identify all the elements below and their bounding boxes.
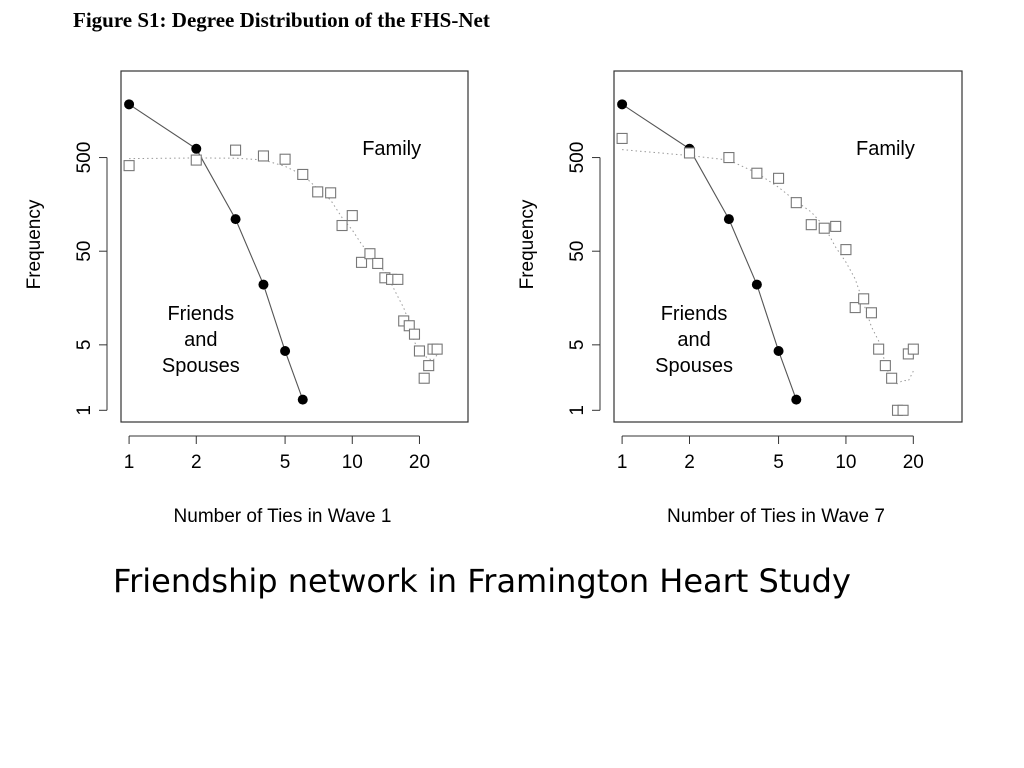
friends-point: [773, 345, 784, 356]
x-tick-label: 20: [409, 452, 430, 473]
family-point: [879, 360, 891, 372]
family-point: [257, 150, 270, 162]
x-tick-label: 2: [191, 452, 202, 473]
family-point: [849, 302, 861, 314]
family-point: [372, 257, 384, 269]
y-tick-label: 5: [567, 340, 588, 351]
friends-point: [617, 99, 628, 110]
family-trend-line: [622, 149, 914, 385]
family-point: [683, 147, 696, 159]
friends-point: [258, 279, 269, 290]
family-point: [325, 187, 337, 199]
family-point: [364, 248, 376, 260]
y-axis-label: Frequency: [24, 199, 45, 289]
y-tick-label: 500: [567, 142, 588, 174]
family-point: [336, 219, 348, 232]
friends-point: [280, 345, 291, 356]
x-tick-label: 10: [835, 452, 856, 473]
plot-frame: [613, 70, 963, 423]
family-point: [907, 343, 919, 355]
family-point: [886, 372, 898, 384]
x-tick-label: 20: [903, 452, 924, 473]
family-point: [858, 293, 870, 305]
wave-1-panel: 1 2 5 10 20 1 5 50 500 Number of Ties in Wave 1 Fr…: [24, 70, 469, 527]
family-point: [392, 273, 404, 285]
y-tick-label: 50: [74, 241, 95, 262]
family-point: [818, 222, 830, 234]
family-point: [805, 219, 817, 231]
wave-7-panel: 1 2 5 10 20 1 5 50 500 Number of Ties in Wave 7 Fr…: [517, 70, 963, 527]
family-trend-line: [129, 157, 438, 362]
x-tick-label: 5: [773, 452, 784, 473]
plot-frame: [120, 70, 469, 423]
family-point: [190, 154, 202, 166]
family-point: [408, 328, 421, 340]
friends-point: [230, 214, 241, 225]
family-point: [355, 256, 368, 268]
family-point: [873, 343, 885, 355]
family-point: [865, 307, 877, 319]
y-tick-label: 1: [567, 405, 588, 416]
slide-caption: Friendship network in Framington Heart S…: [113, 562, 851, 600]
friends-point: [297, 394, 308, 405]
family-point: [423, 360, 435, 372]
x-tick-label: 10: [342, 452, 363, 473]
friends-point: [124, 99, 135, 110]
family-point: [123, 160, 135, 172]
y-tick-label: 1: [74, 405, 95, 416]
x-tick-label: 1: [124, 452, 135, 473]
friends-point: [191, 143, 202, 154]
figure-title: Figure S1: Degree Distribution of the FH…: [73, 8, 490, 32]
family-point: [773, 172, 785, 184]
family-point: [279, 153, 291, 165]
x-axis-label: Number of Ties in Wave 7: [667, 506, 885, 527]
family-point: [840, 244, 852, 256]
family-point: [431, 343, 443, 355]
family-point: [346, 210, 358, 222]
family-point: [297, 168, 309, 181]
family-point: [413, 345, 426, 357]
friends-series-line: [621, 103, 797, 400]
friends-point: [723, 214, 734, 225]
friends-series-line: [128, 103, 304, 400]
plots-canvas: 1 2 5 10 20 1 5 50 500 Number of Ties in Wave 1 Fr…: [24, 70, 963, 527]
family-point: [830, 220, 842, 232]
y-axis-label: Frequency: [517, 199, 538, 289]
y-tick-label: 5: [74, 340, 95, 351]
family-point: [790, 197, 802, 209]
family-point: [418, 372, 430, 384]
x-tick-label: 5: [280, 452, 291, 473]
family-point: [723, 152, 735, 164]
friends-annotation: Friends and Spouses: [655, 303, 733, 377]
family-point: [616, 132, 628, 144]
family-point: [312, 186, 324, 198]
family-annotation: Family: [362, 138, 421, 160]
friends-annotation: Friends and Spouses: [162, 303, 240, 377]
family-point: [230, 144, 242, 156]
family-annotation: Family: [856, 138, 915, 160]
y-tick-label: 50: [567, 241, 588, 262]
x-tick-label: 2: [684, 452, 695, 473]
friends-point: [791, 394, 802, 405]
family-point: [897, 404, 909, 416]
x-axis-label: Number of Ties in Wave 1: [174, 506, 392, 527]
x-tick-label: 1: [617, 452, 628, 473]
friends-point: [751, 279, 762, 290]
family-point: [751, 167, 763, 179]
y-tick-label: 500: [74, 142, 95, 174]
